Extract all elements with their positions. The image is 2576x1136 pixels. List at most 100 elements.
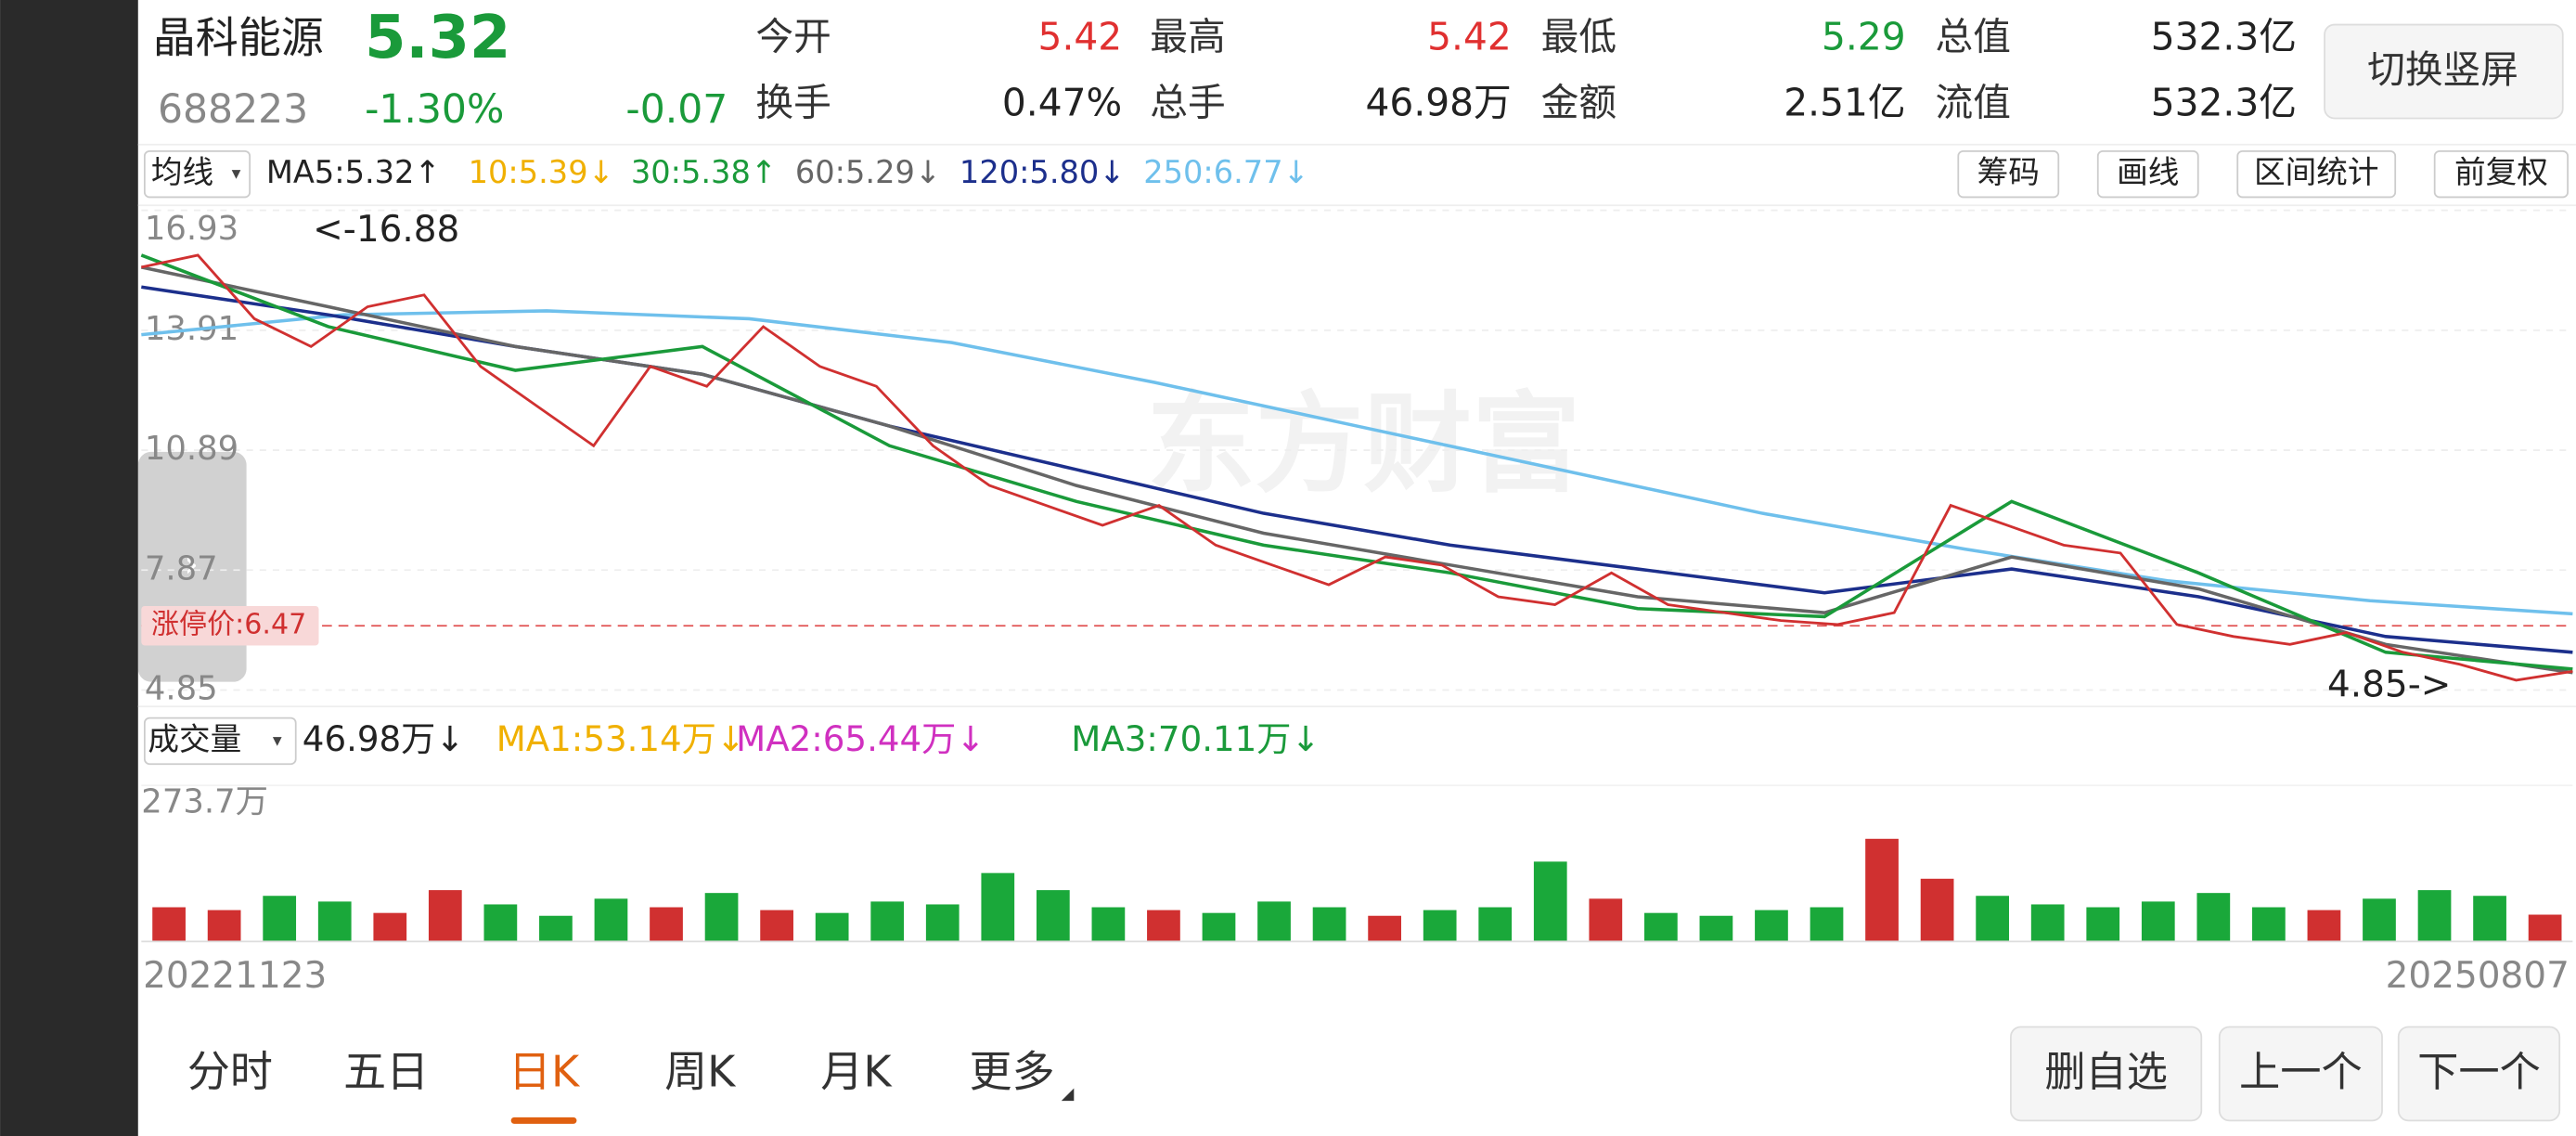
- ma-legend: 250:6.77↓: [1143, 154, 1309, 190]
- volume-bar: [870, 901, 905, 942]
- volume-bar: [760, 910, 793, 942]
- tool-button[interactable]: [2096, 149, 2199, 199]
- volume-bar: [483, 904, 518, 942]
- tab-underline: [510, 1117, 577, 1124]
- ma-legend: MA5:5.32↑: [266, 154, 441, 190]
- limit-label: 涨停价:6.47: [151, 609, 306, 641]
- volume-bar: [1478, 907, 1513, 942]
- y-tick-label: 4.85: [145, 670, 218, 708]
- volume-bar: [1920, 878, 1954, 942]
- volume-bar: [2473, 896, 2506, 942]
- volume-bar: [428, 890, 462, 942]
- volume-bar: [317, 901, 352, 942]
- volume-bar: [981, 872, 1015, 942]
- volume-bar: [2086, 907, 2120, 942]
- volume-bar: [2307, 910, 2341, 942]
- volume-bar: [2196, 893, 2231, 942]
- volume-bar: [815, 912, 849, 942]
- change-pct: -1.30%: [365, 87, 504, 133]
- tool-button[interactable]: [2236, 149, 2397, 199]
- stat-value: 5.29: [1822, 14, 1906, 58]
- period-tab[interactable]: 分时: [187, 1046, 273, 1096]
- volume-bar: [2252, 907, 2286, 942]
- volume-bar: [1147, 910, 1180, 942]
- volume-bar: [1091, 907, 1126, 942]
- stat-label: 今开: [755, 14, 831, 58]
- price-line: [141, 253, 2573, 682]
- volume-bar: [2030, 904, 2065, 942]
- volume-legend: MA3:70.11万↓: [1071, 718, 1320, 759]
- price-line: [140, 265, 2573, 675]
- volume-bar: [594, 898, 628, 942]
- ma-legend: 10:5.39↓: [469, 154, 614, 190]
- period-tab[interactable]: 月K: [820, 1046, 893, 1096]
- volume-bar: [1699, 915, 1733, 942]
- action-button[interactable]: [2010, 1026, 2203, 1122]
- volume-bar: [2363, 898, 2396, 942]
- volume-bar: [539, 915, 573, 942]
- stat-value: 0.47%: [1002, 80, 1122, 124]
- volume-bar: [1976, 896, 2010, 942]
- volume-bar: [2417, 890, 2452, 942]
- date-end: 20250807: [2386, 955, 2570, 997]
- volume-legend: MA2:65.44万↓: [736, 718, 985, 759]
- stat-label: 换手: [755, 80, 831, 124]
- volume-bar: [2528, 914, 2562, 942]
- stat-label: 最低: [1541, 14, 1616, 58]
- tool-label: 区间统计: [2254, 154, 2379, 190]
- stat-label: 总手: [1150, 80, 1225, 124]
- low-note: 4.85->: [2327, 664, 2451, 705]
- stat-label: 总值: [1936, 14, 2011, 58]
- volume-selector-label: 成交量: [148, 721, 241, 757]
- stat-value: 2.51亿: [1784, 80, 1905, 124]
- tool-button[interactable]: [2433, 149, 2569, 199]
- stat-value: 5.42: [1427, 14, 1512, 58]
- action-button[interactable]: [2218, 1026, 2383, 1122]
- stock-code: 688223: [158, 87, 308, 133]
- tool-label: 画线: [2117, 154, 2179, 190]
- high-note: <-16.88: [313, 209, 459, 251]
- period-tab[interactable]: 更多: [970, 1046, 1055, 1096]
- tool-label: 筹码: [1977, 154, 2040, 190]
- volume-bar: [1589, 898, 1623, 942]
- volume-legend: 46.98万↓: [303, 718, 465, 759]
- volume-bar: [1810, 907, 1844, 942]
- period-tab[interactable]: 周K: [664, 1046, 737, 1096]
- volume-bar: [650, 907, 683, 942]
- ma-selector-label: 均线: [151, 154, 213, 190]
- stock-price: 5.32: [365, 4, 510, 72]
- price-line: [140, 253, 2573, 671]
- y-tick-label: 7.87: [145, 549, 218, 587]
- volume-bar: [1423, 910, 1457, 942]
- ma-selector[interactable]: [143, 149, 251, 199]
- stock-name: 晶科能源: [153, 13, 324, 63]
- volume-bar: [1533, 861, 1567, 942]
- ma-legend: 30:5.38↑: [631, 154, 777, 190]
- period-tab[interactable]: 五日: [343, 1046, 429, 1096]
- stat-label: 最高: [1150, 14, 1225, 58]
- orientation-button[interactable]: [2324, 23, 2564, 120]
- orientation-label: 切换竖屏: [2367, 47, 2518, 92]
- y-tick-label: 10.89: [145, 430, 238, 468]
- dropdown-arrow: ▾: [273, 729, 282, 751]
- volume-bar: [1202, 912, 1236, 942]
- period-tab[interactable]: 日K: [509, 1046, 581, 1096]
- ma-legend: 120:5.80↓: [960, 154, 1126, 190]
- dropdown-arrow: ▾: [232, 162, 241, 184]
- volume-bar: [373, 912, 407, 942]
- volume-bar: [1755, 910, 1788, 942]
- volume-bar: [152, 907, 186, 942]
- action-label: 上一个: [2239, 1049, 2363, 1096]
- stat-label: 流值: [1936, 80, 2011, 124]
- action-button[interactable]: [2397, 1026, 2561, 1122]
- stat-value: 5.42: [1038, 14, 1123, 58]
- action-label: 下一个: [2417, 1049, 2541, 1096]
- volume-bar: [1643, 912, 1678, 942]
- tool-button[interactable]: [1957, 149, 2060, 199]
- stat-value: 46.98万: [1366, 80, 1512, 124]
- volume-bar: [1865, 838, 1899, 942]
- volume-selector[interactable]: [143, 716, 297, 766]
- limit-badge: [141, 605, 319, 646]
- tool-label: 前复权: [2454, 154, 2548, 190]
